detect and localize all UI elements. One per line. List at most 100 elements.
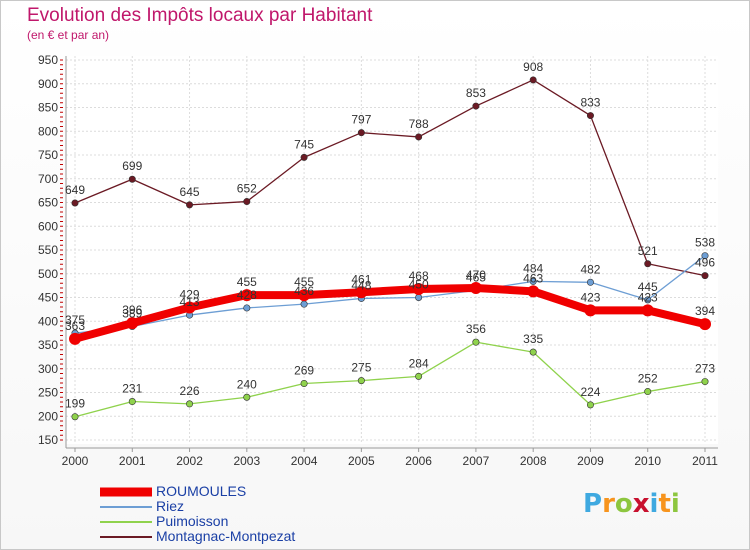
data-label: 797	[351, 113, 371, 127]
y-tick-label: 850	[38, 101, 58, 115]
legend-item: Montagnac-Montpezat	[100, 529, 295, 544]
data-label: 275	[351, 361, 371, 375]
logo-letter: x	[632, 489, 650, 519]
data-label: 389	[122, 306, 142, 320]
data-point	[584, 304, 597, 317]
data-label: 240	[237, 377, 257, 391]
data-label: 745	[294, 137, 314, 151]
data-label: 445	[638, 280, 658, 294]
data-point	[300, 379, 308, 387]
data-label: 649	[65, 183, 85, 197]
legend-swatch	[100, 514, 152, 529]
legend-item: Puimoisson	[100, 514, 295, 529]
data-point	[71, 413, 79, 421]
data-label: 465	[466, 270, 486, 284]
data-point	[412, 282, 425, 295]
data-point	[586, 278, 594, 286]
data-label: 269	[294, 363, 314, 377]
data-point	[415, 293, 423, 301]
data-label: 461	[351, 272, 371, 286]
legend-label: Montagnac-Montpezat	[156, 528, 296, 544]
y-tick-label: 650	[38, 196, 58, 210]
data-point	[300, 153, 308, 161]
data-label: 652	[237, 182, 257, 196]
y-tick-label: 300	[38, 362, 58, 376]
data-label: 484	[523, 261, 543, 275]
data-label: 423	[638, 290, 658, 304]
data-point	[472, 338, 480, 346]
legend-swatch	[100, 484, 152, 499]
data-point	[472, 102, 480, 110]
x-tick-label: 2009	[577, 454, 604, 468]
legend-swatch	[100, 499, 152, 514]
y-tick-label: 550	[38, 243, 58, 257]
legend-label: Riez	[156, 498, 185, 514]
data-label: 226	[180, 384, 200, 398]
x-tick-label: 2010	[634, 454, 661, 468]
data-label: 463	[523, 271, 543, 285]
data-point	[415, 372, 423, 380]
data-label: 375	[65, 313, 85, 327]
chart-title: Evolution des Impôts locaux par Habitant	[27, 5, 373, 26]
data-label: 224	[580, 385, 600, 399]
data-point	[128, 175, 136, 183]
data-label: 335	[523, 332, 543, 346]
data-point	[641, 304, 654, 317]
data-point	[355, 286, 368, 299]
data-label: 231	[122, 382, 142, 396]
y-tick-label: 800	[38, 124, 58, 138]
legend-label: Puimoisson	[156, 513, 229, 529]
x-tick-label: 2006	[405, 454, 432, 468]
logo-letter: t	[658, 489, 671, 519]
data-label: 413	[180, 295, 200, 309]
data-point	[644, 296, 652, 304]
y-tick-label: 250	[38, 386, 58, 400]
data-point	[415, 133, 423, 141]
data-point	[529, 348, 537, 356]
x-tick-label: 2008	[520, 454, 547, 468]
data-label: 853	[466, 86, 486, 100]
x-tick-label: 2005	[348, 454, 375, 468]
data-point	[586, 401, 594, 409]
y-tick-label: 450	[38, 291, 58, 305]
data-label: 496	[695, 256, 715, 270]
data-point	[298, 289, 311, 302]
data-point	[357, 377, 365, 385]
data-label: 788	[409, 117, 429, 131]
data-label: 396	[122, 303, 142, 317]
data-label: 428	[237, 288, 257, 302]
data-label: 538	[695, 236, 715, 250]
logo-letter: i	[649, 489, 659, 519]
data-label: 448	[351, 278, 371, 292]
data-label: 833	[580, 96, 600, 110]
chart-subtitle: (en € et par an)	[27, 28, 110, 42]
data-point	[644, 260, 652, 268]
data-point	[699, 318, 711, 331]
y-tick-label: 150	[38, 433, 58, 447]
data-point	[240, 289, 253, 302]
y-tick-label: 900	[38, 77, 58, 91]
legend-item: Riez	[100, 499, 295, 514]
y-tick-label: 750	[38, 148, 58, 162]
data-point	[243, 393, 251, 401]
data-point	[529, 76, 537, 84]
y-tick-label: 200	[38, 409, 58, 423]
chart-legend: ROUMOULES Riez Puimoisson Montagnac-Montpez…	[100, 484, 295, 544]
data-label: 455	[294, 275, 314, 289]
y-tick-label: 950	[38, 53, 58, 67]
data-label: 468	[409, 269, 429, 283]
data-point	[701, 378, 709, 386]
data-point	[186, 400, 194, 408]
legend-swatch	[100, 529, 152, 544]
y-tick-label: 400	[38, 314, 58, 328]
data-label: 423	[580, 290, 600, 304]
data-label: 645	[180, 185, 200, 199]
x-tick-label: 2003	[233, 454, 260, 468]
logo-letter: r	[602, 489, 615, 519]
series-line-montagnac-montpezat	[74, 79, 706, 277]
data-point	[586, 112, 594, 120]
data-point	[183, 301, 196, 314]
data-point	[71, 199, 79, 207]
data-label: 450	[409, 278, 429, 292]
